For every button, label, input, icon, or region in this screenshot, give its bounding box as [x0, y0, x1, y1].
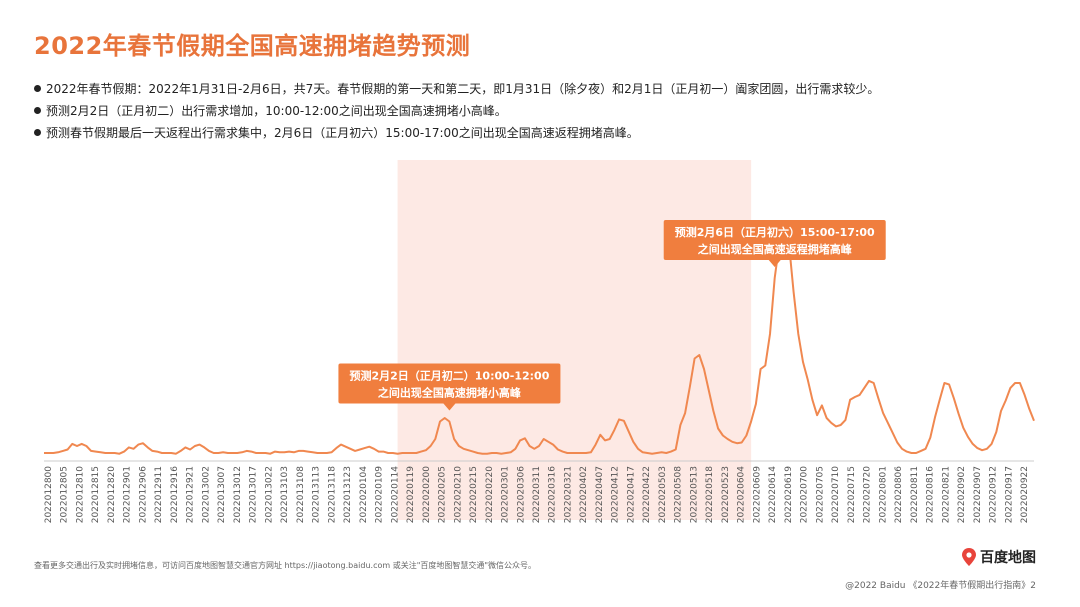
x-tick-label: 2022013022: [264, 466, 274, 523]
x-tick-label: 2022012820: [107, 466, 117, 524]
x-tick-label: 2022020109: [375, 466, 385, 524]
x-tick-label: 2022020321: [563, 466, 573, 523]
x-tick-label: 2022020210: [453, 466, 463, 524]
x-tick-label: 2022012805: [60, 466, 70, 523]
x-tick-label: 2022020508: [674, 466, 684, 524]
x-tick-label: 2022020902: [957, 466, 967, 523]
page-title: 2022年春节假期全国高速拥堵趋势预测: [34, 32, 471, 60]
x-tick-label: 2022020513: [689, 466, 699, 523]
x-tick-label: 2022020619: [784, 466, 794, 524]
callout-pointer: [768, 260, 781, 267]
x-tick-label: 2022013007: [217, 466, 227, 523]
x-tick-label: 2022012815: [91, 466, 101, 523]
x-tick-label: 2022020220: [485, 466, 495, 524]
x-tick-label: 2022020104: [359, 466, 369, 524]
bullet-dot-icon: [34, 129, 41, 136]
x-tick-label: 2022020215: [469, 466, 479, 523]
callout-text: 之间出现全国高速返程拥堵高峰: [698, 242, 853, 256]
x-tick-label: 2022020306: [516, 466, 526, 524]
line-chart: 2022012800 2022012805 2022012810 2022012815…: [34, 160, 1044, 530]
x-tick-label: 2022020715: [847, 466, 857, 523]
x-tick-label: 2022020912: [989, 466, 999, 523]
peak-callout: 预测2月2日（正月初二）10:00-12:00 之间出现全国高速拥堵小高峰: [338, 363, 561, 411]
callout-box: [338, 363, 561, 404]
x-tick-labels: 2022012800 2022012805 2022012810 2022012815…: [44, 466, 1030, 524]
x-tick-label: 2022020720: [863, 466, 873, 524]
x-tick-label: 2022020917: [1004, 466, 1014, 523]
x-tick-label: 2022020816: [926, 466, 936, 524]
x-tick-label: 2022013118: [327, 466, 337, 524]
x-tick-label: 2022020700: [800, 466, 810, 524]
x-tick-label: 2022013108: [296, 466, 306, 524]
x-tick-label: 2022013012: [233, 466, 243, 523]
callouts: 预测2月2日（正月初二）10:00-12:00之间出现全国高速拥堵小高峰预测2月…: [338, 220, 886, 411]
x-tick-label: 2022013123: [343, 466, 353, 523]
highlight-region: [397, 160, 752, 520]
bullet-text: 预测春节假期最后一天返程出行需求集中，2月6日（正月初六）15:00-17:00…: [46, 126, 639, 140]
x-tick-label: 2022020503: [658, 466, 668, 523]
callout-text: 之间出现全国高速拥堵小高峰: [378, 386, 522, 400]
x-tick-label: 2022020422: [642, 466, 652, 523]
x-tick-label: 2022020311: [532, 466, 542, 523]
bullet-text: 预测2月2日（正月初二）出行需求增加，10:00-12:00之间出现全国高速拥堵…: [46, 104, 507, 118]
x-tick-label: 2022013113: [312, 466, 322, 523]
x-tick-label: 2022020922: [1020, 466, 1030, 523]
x-tick-label: 2022020119: [406, 466, 416, 524]
callout-text: 预测2月6日（正月初六）15:00-17:00: [675, 225, 875, 239]
bullet-item: 2022年春节假期：2022年1月31日-2月6日，共7天。春节假期的第一天和第…: [34, 78, 1054, 100]
x-tick-label: 2022020407: [595, 466, 605, 523]
x-tick-label: 2022020523: [721, 466, 731, 523]
callout-pointer: [443, 403, 456, 411]
bullet-text: 2022年春节假期：2022年1月31日-2月6日，共7天。春节假期的第一天和第…: [46, 82, 880, 96]
x-tick-label: 2022020417: [626, 466, 636, 523]
x-tick-label: 2022020614: [768, 466, 778, 524]
bullet-dot-icon: [34, 107, 41, 114]
x-tick-label: 2022012911: [154, 466, 164, 523]
callout-box: [663, 220, 886, 260]
baidu-map-logo: 百度地图: [962, 547, 1036, 567]
x-tick-label: 2022013017: [249, 466, 259, 523]
x-tick-label: 2022020402: [579, 466, 589, 523]
bullet-dot-icon: [34, 85, 41, 92]
x-tick-label: 2022020200: [422, 466, 432, 524]
x-tick-label: 2022020518: [705, 466, 715, 524]
x-tick-label: 2022012921: [186, 466, 196, 523]
x-tick-label: 2022013002: [201, 466, 211, 523]
x-tick-label: 2022020301: [501, 466, 511, 523]
x-tick-label: 2022020205: [438, 466, 448, 523]
x-tick-label: 2022020821: [941, 466, 951, 523]
footer-note: 查看更多交通出行及实时拥堵信息，可访问百度地图智慧交通官方网址 https://…: [34, 561, 537, 570]
x-tick-label: 2022020609: [752, 466, 762, 524]
x-tick-label: 2022013103: [280, 466, 290, 523]
series-line: [44, 221, 1035, 455]
x-tick-label: 2022020801: [878, 466, 888, 523]
x-tick-label: 2022020114: [390, 466, 400, 524]
x-tick-label: 2022020806: [894, 466, 904, 524]
x-tick-label: 2022012810: [75, 466, 85, 524]
peak-callout: 预测2月6日（正月初六）15:00-17:00 之间出现全国高速返程拥堵高峰: [663, 220, 886, 267]
map-pin-icon: [962, 548, 976, 566]
callout-text: 预测2月2日（正月初二）10:00-12:00: [349, 369, 549, 383]
bullet-item: 预测2月2日（正月初二）出行需求增加，10:00-12:00之间出现全国高速拥堵…: [34, 100, 1054, 122]
x-tick-label: 2022012901: [123, 466, 133, 523]
x-tick-label: 2022020710: [831, 466, 841, 524]
x-tick-label: 2022012800: [44, 466, 54, 524]
bullet-item: 预测春节假期最后一天返程出行需求集中，2月6日（正月初六）15:00-17:00…: [34, 122, 1054, 144]
x-tick-label: 2022020811: [910, 466, 920, 523]
x-tick-label: 2022020907: [973, 466, 983, 523]
x-tick-label: 2022020316: [548, 466, 558, 524]
x-tick-label: 2022020705: [815, 466, 825, 523]
logo-text: 百度地图: [980, 550, 1036, 566]
x-tick-label: 2022020412: [611, 466, 621, 523]
x-tick-label: 2022012906: [138, 466, 148, 524]
bullet-list: 2022年春节假期：2022年1月31日-2月6日，共7天。春节假期的第一天和第…: [34, 78, 1054, 144]
x-tick-label: 2022020604: [737, 466, 747, 524]
footer-copyright: @2022 Baidu 《2022年春节假期出行指南》2: [845, 581, 1036, 591]
x-tick-label: 2022012916: [170, 466, 180, 524]
